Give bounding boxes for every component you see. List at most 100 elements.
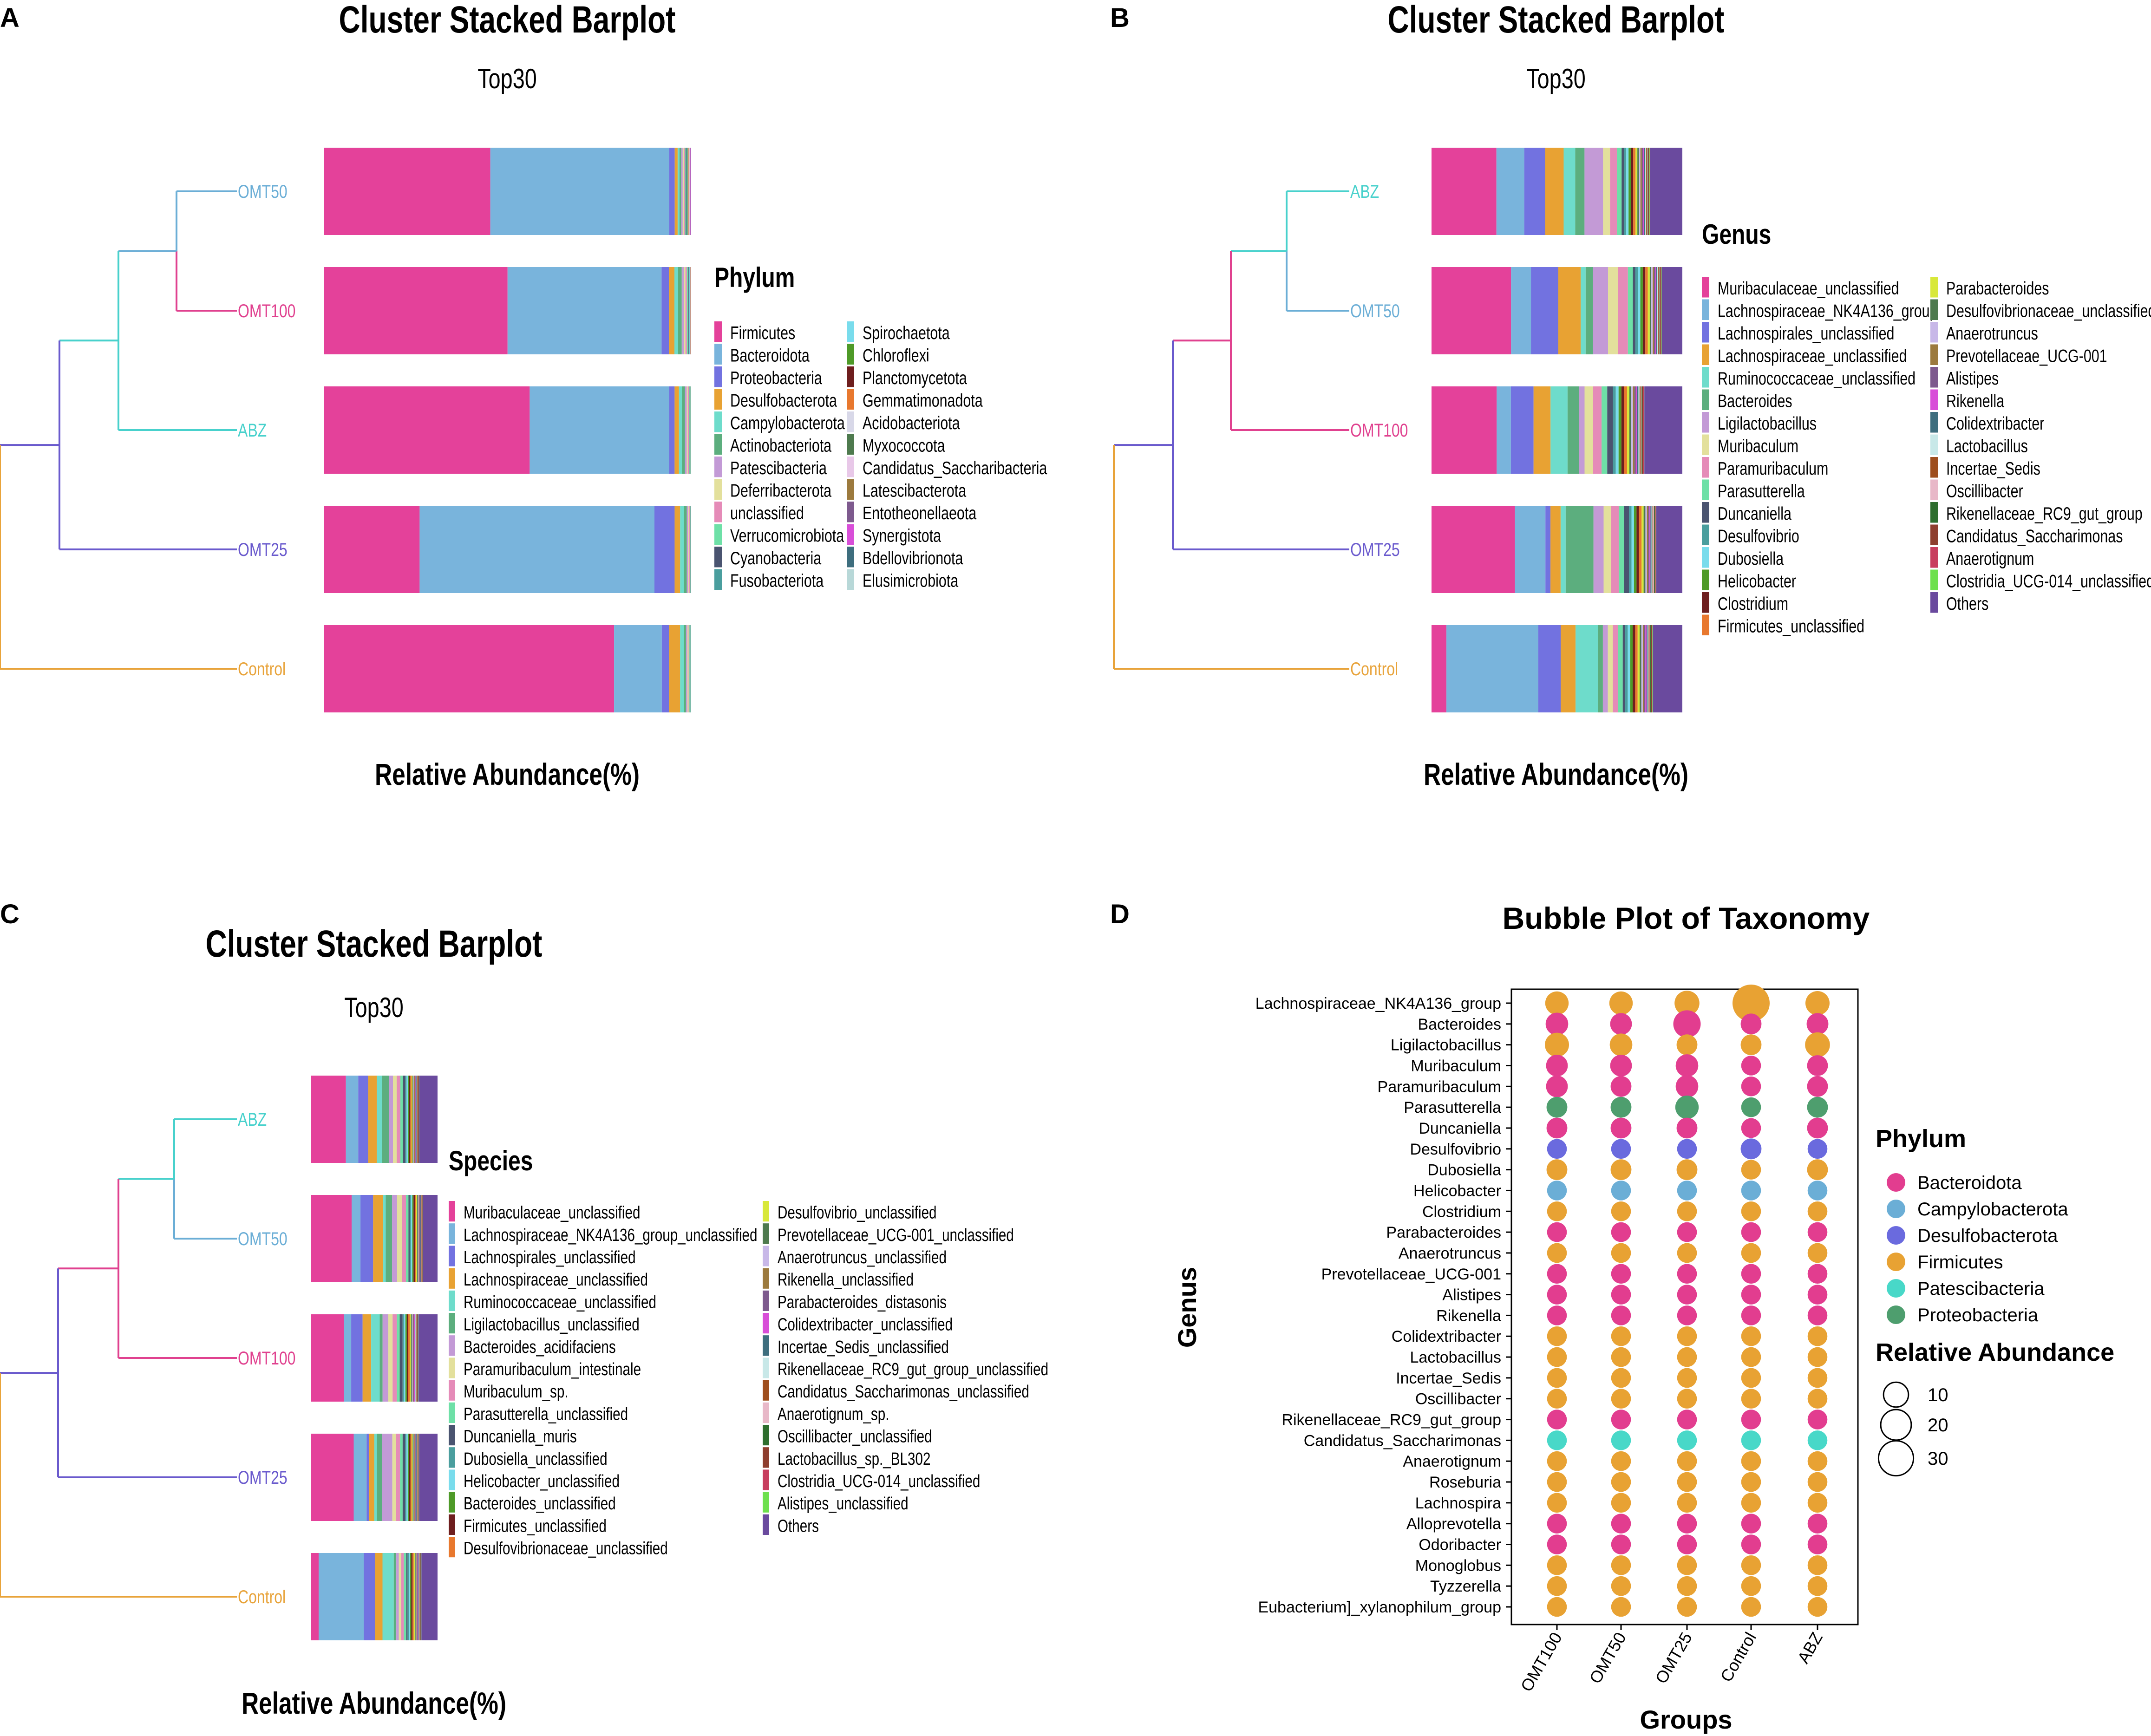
bar-segment (396, 1434, 400, 1521)
bar-segment (416, 1434, 417, 1521)
bar-segment (1635, 625, 1638, 712)
bar-segment (419, 1195, 420, 1282)
bar-segment (311, 1195, 352, 1282)
legend-key (1930, 569, 1938, 590)
bubble (1547, 1285, 1567, 1305)
bubble (1676, 1117, 1698, 1139)
legend-key (763, 1201, 769, 1222)
bar-segment (1621, 386, 1624, 474)
bar-segment (374, 1434, 377, 1521)
bar-segment (1635, 148, 1638, 235)
bar-segment (1643, 506, 1646, 593)
x-axis-title: Groups (1640, 1705, 1732, 1734)
legend-label: Proteobacteria (730, 368, 822, 388)
bubble (1807, 1076, 1828, 1097)
bubble (1677, 1347, 1697, 1367)
bar-segment (418, 1195, 419, 1282)
bubble (1807, 1493, 1828, 1513)
bubble (1677, 1222, 1697, 1242)
legend-key (763, 1514, 769, 1535)
bubble (1741, 1285, 1761, 1305)
bar-segment (399, 1314, 403, 1402)
bubble (1807, 1264, 1828, 1284)
bubble (1611, 1576, 1631, 1596)
bar-segment (614, 625, 662, 712)
bar-segment (1510, 386, 1534, 474)
bar-segment (688, 267, 689, 354)
bubble (1741, 1243, 1761, 1263)
bar-segment (405, 1434, 407, 1521)
bar-segment (388, 1314, 393, 1402)
y-tick-label: Helicobacter (1413, 1182, 1501, 1200)
bar-segment (1432, 148, 1497, 235)
legend-label: Actinobacteriota (730, 436, 832, 456)
bar-segment (1593, 386, 1602, 474)
bar-segment (684, 267, 686, 354)
bar-segment (397, 1195, 402, 1282)
x-tick-label: OMT50 (1585, 1629, 1630, 1687)
bar-segment (1656, 267, 1657, 354)
bubble (1805, 991, 1830, 1015)
legend-key (714, 547, 722, 568)
bar-segment (1602, 625, 1608, 712)
legend-key (1930, 547, 1938, 568)
bar-segment (416, 1076, 417, 1163)
legend-key (449, 1447, 455, 1468)
bubble (1545, 991, 1569, 1015)
bubble (1805, 1032, 1830, 1057)
bubble (1677, 1472, 1697, 1492)
legend-label: Entotheonellaeota (863, 503, 977, 523)
y-tick-label: Colidextribacter (1392, 1328, 1501, 1345)
leaf-label-omt100: OMT100 (238, 1348, 295, 1369)
y-tick-label: Monoglobus (1415, 1557, 1501, 1574)
legend-label: Ruminococcaceae_unclassified (1718, 368, 1916, 388)
legend-key (1930, 524, 1938, 545)
bar-segment (1608, 267, 1618, 354)
bar-segment (1634, 386, 1636, 474)
bar-segment (1603, 148, 1610, 235)
legend-key (1930, 322, 1938, 343)
legend-label: Clostridia_UCG-014_unclassified (778, 1472, 980, 1491)
bar-segment (688, 625, 690, 712)
y-tick-label: Paramuribaculum (1378, 1078, 1501, 1096)
bar-segment (419, 1553, 420, 1640)
bar-segment (413, 1314, 414, 1402)
bar-segment (417, 1076, 418, 1163)
legend-label: Candidatus_Saccharimonas (1946, 526, 2123, 546)
bar-segment (1648, 506, 1650, 593)
bubble (1677, 1534, 1697, 1554)
bubble (1547, 1534, 1567, 1554)
bubble (1807, 1305, 1828, 1325)
bar-segment (1602, 386, 1608, 474)
bar-segment (1611, 506, 1619, 593)
legend-label: Anaerotignum (1946, 548, 2034, 568)
bubble (1673, 1010, 1701, 1038)
y-tick-label: Lachnospiraceae_NK4A136_group (1255, 995, 1501, 1012)
bubble (1547, 1472, 1567, 1492)
legend-key (714, 321, 722, 342)
legend-label: Rikenella (1946, 391, 2005, 411)
bar-segment (1593, 267, 1608, 354)
legend-label: Paramuribaculum_intestinale (464, 1360, 641, 1379)
bar-segment (669, 267, 674, 354)
bar-segment (1651, 267, 1653, 354)
bar-segment (686, 506, 688, 593)
bar-segment (1647, 148, 1648, 235)
bar-segment (421, 1195, 422, 1282)
legend-label: Lachnospiraceae_NK4A136_group (1718, 301, 1937, 321)
bar-segment (1581, 267, 1586, 354)
legend-label: Parabacteroides_distasonis (778, 1292, 947, 1312)
bar-segment (688, 148, 689, 235)
bubble (1677, 1181, 1697, 1201)
legend-label: Clostridium (1718, 594, 1788, 613)
legend-label: Paramuribaculum (1718, 458, 1828, 478)
legend-label: Ruminococcaceae_unclassified (464, 1292, 656, 1312)
bubble (1675, 1075, 1699, 1098)
y-tick-label: Rikenellaceae_RC9_gut_group (1281, 1411, 1501, 1429)
bar-segment (1643, 148, 1644, 235)
legend-label: Others (778, 1516, 819, 1536)
bubble (1611, 1305, 1631, 1325)
legend-key (763, 1402, 769, 1423)
bar-segment (1628, 625, 1630, 712)
bubble (1611, 1347, 1631, 1367)
